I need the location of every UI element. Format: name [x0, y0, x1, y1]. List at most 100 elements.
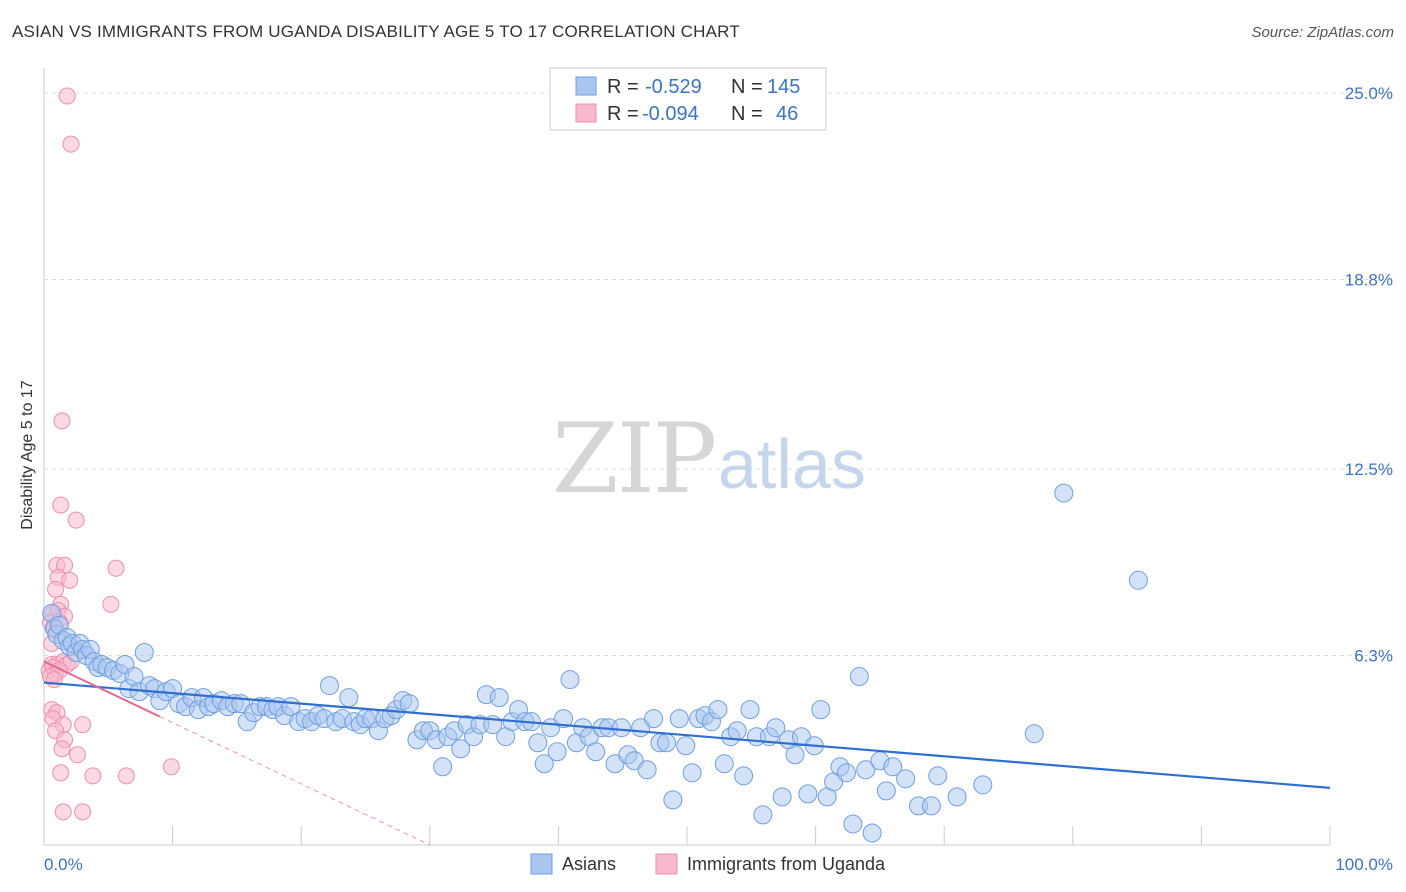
y-tick-label: 25.0% — [1345, 84, 1393, 103]
asian-point — [656, 733, 676, 753]
asian-point — [714, 754, 734, 774]
uganda-point — [62, 135, 80, 153]
axes — [43, 68, 1331, 846]
asian-point — [534, 754, 554, 774]
uganda-point — [74, 716, 92, 734]
asian-point — [1024, 724, 1044, 744]
asian-point — [734, 766, 754, 786]
uganda-point — [53, 740, 71, 758]
asian-point — [843, 814, 863, 834]
asian-point — [849, 667, 869, 687]
uganda-trend-line — [43, 660, 161, 718]
asian-point — [947, 787, 967, 807]
uganda-point — [52, 764, 70, 782]
asian-trend-line — [43, 681, 1331, 789]
legend-r-label-asians: R = — [607, 76, 639, 98]
legend-swatch-asians — [575, 76, 597, 96]
bottom-legend-label-asians: Asians — [562, 854, 616, 874]
asian-point — [451, 739, 471, 759]
legend-swatch-uganda — [575, 103, 597, 123]
asian-point — [586, 742, 606, 762]
legend-r-value-asians: -0.529 — [645, 76, 702, 98]
asian-point — [663, 790, 683, 810]
asian-point — [399, 694, 419, 714]
asian-point — [876, 781, 896, 801]
asian-points — [42, 483, 1148, 843]
uganda-trend-line-extension — [159, 716, 431, 846]
asian-point — [554, 709, 574, 729]
uganda-point — [102, 595, 120, 613]
asian-point — [624, 751, 644, 771]
uganda-point — [107, 559, 125, 577]
uganda-point — [67, 511, 85, 529]
uganda-point — [53, 412, 71, 430]
asian-point — [134, 642, 154, 662]
uganda-point — [54, 803, 72, 821]
uganda-point — [61, 571, 79, 589]
asian-point — [611, 718, 631, 738]
asian-point — [798, 784, 818, 804]
uganda-point — [47, 580, 65, 598]
x-tick-label-min: 0.0% — [44, 855, 83, 874]
uganda-point — [68, 746, 86, 764]
asian-point — [921, 796, 941, 816]
asian-point — [883, 757, 903, 777]
uganda-point — [45, 671, 63, 689]
legend-n-value-asians: 145 — [767, 76, 800, 98]
chart-title: ASIAN VS IMMIGRANTS FROM UGANDA DISABILI… — [12, 22, 740, 41]
asian-point — [727, 721, 747, 741]
trend-lines — [43, 660, 1331, 846]
legend-r-value-uganda: -0.094 — [642, 103, 699, 125]
y-tick-label: 6.3% — [1354, 647, 1393, 666]
asian-point — [676, 736, 696, 756]
uganda-point — [74, 803, 92, 821]
source-label: Source: ZipAtlas.com — [1251, 24, 1394, 41]
asian-point — [605, 754, 625, 774]
x-tick-label-max: 100.0% — [1335, 855, 1393, 874]
asian-point — [528, 733, 548, 753]
legend-r-label-uganda: R = — [607, 103, 639, 125]
asian-point — [433, 757, 453, 777]
asian-point — [791, 727, 811, 747]
asian-point — [637, 760, 657, 780]
watermark: ZIP atlas — [552, 403, 866, 515]
legend-n-value-uganda: 46 — [776, 103, 798, 125]
bottom-legend-swatch-uganda — [655, 853, 678, 875]
asian-point — [682, 763, 702, 783]
watermark-zip-text: ZIP — [552, 403, 715, 515]
uganda-point — [84, 767, 102, 785]
grid-lines — [44, 92, 1392, 657]
correlation-legend: R = -0.529 N = 145 R = -0.094 N = 46 — [549, 67, 827, 131]
y-tick-label: 18.8% — [1345, 271, 1393, 290]
uganda-points — [40, 87, 180, 821]
asian-point — [896, 769, 916, 789]
asian-point — [319, 676, 339, 696]
asian-point — [973, 775, 993, 795]
asian-point — [708, 700, 728, 720]
asian-point — [836, 763, 856, 783]
asian-point — [547, 742, 567, 762]
y-tick-labels: 6.3% 12.5% 18.8% 25.0% — [1345, 84, 1393, 665]
bottom-legend-swatch-asians — [530, 853, 553, 875]
asian-point — [772, 787, 792, 807]
asian-point — [489, 688, 509, 708]
asian-point — [785, 745, 805, 765]
asian-point — [644, 709, 664, 729]
legend-n-label-asians: N = — [731, 76, 763, 98]
x-tick-labels: 0.0% 100.0% — [44, 855, 1393, 874]
asian-point — [339, 688, 359, 708]
uganda-point — [52, 496, 70, 514]
asian-point — [1128, 570, 1148, 590]
uganda-point — [117, 767, 135, 785]
legend-n-label-uganda: N = — [731, 103, 763, 125]
asian-point — [1054, 483, 1074, 503]
asian-point — [856, 760, 876, 780]
uganda-point — [162, 758, 180, 776]
asian-point — [740, 700, 760, 720]
asian-point — [862, 823, 882, 843]
watermark-atlas-text: atlas — [718, 425, 866, 503]
asian-point — [928, 766, 948, 786]
series-legend: Asians Immigrants from Uganda — [530, 853, 886, 875]
asian-point — [766, 718, 786, 738]
